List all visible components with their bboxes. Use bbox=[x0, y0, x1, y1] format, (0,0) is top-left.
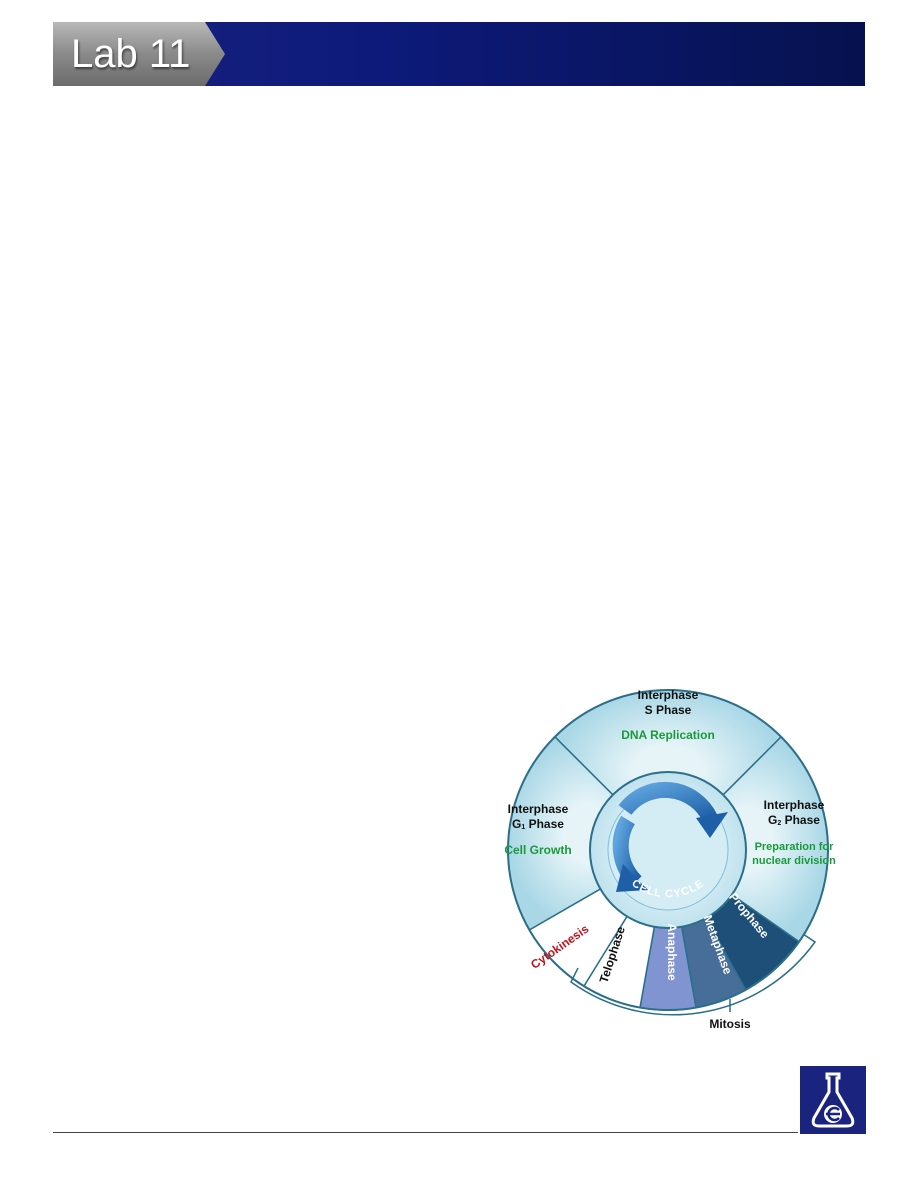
mitosis-label: Mitosis bbox=[709, 1017, 751, 1031]
s-phase-title1: Interphase bbox=[638, 688, 699, 702]
mitosis-bracket bbox=[570, 933, 817, 1016]
g2-phase-title1: Interphase bbox=[764, 798, 825, 812]
lab-title: Lab 11 bbox=[71, 32, 191, 76]
cell-cycle-diagram: CELL CYCLE Interphase S Phase DNA Replic… bbox=[478, 660, 858, 1040]
g2-phase-desc1: Preparation for bbox=[755, 841, 835, 853]
anaphase-label: Anaphase bbox=[665, 923, 679, 981]
g2-phase-desc2: nuclear division bbox=[752, 855, 836, 867]
g1-phase-desc: Cell Growth bbox=[504, 843, 571, 857]
g1-phase-title1: Interphase bbox=[508, 802, 569, 816]
flask-e-icon bbox=[800, 1066, 866, 1134]
s-phase-desc: DNA Replication bbox=[621, 728, 715, 742]
s-phase-title2: S Phase bbox=[645, 703, 692, 717]
g1-phase-title2: G1 Phase bbox=[512, 817, 564, 831]
g2-phase-title2: G2 Phase bbox=[768, 813, 820, 827]
lab-tab: Lab 11 bbox=[53, 22, 229, 86]
footer-divider bbox=[53, 1132, 798, 1133]
cycle-arrows-icon bbox=[612, 781, 728, 892]
